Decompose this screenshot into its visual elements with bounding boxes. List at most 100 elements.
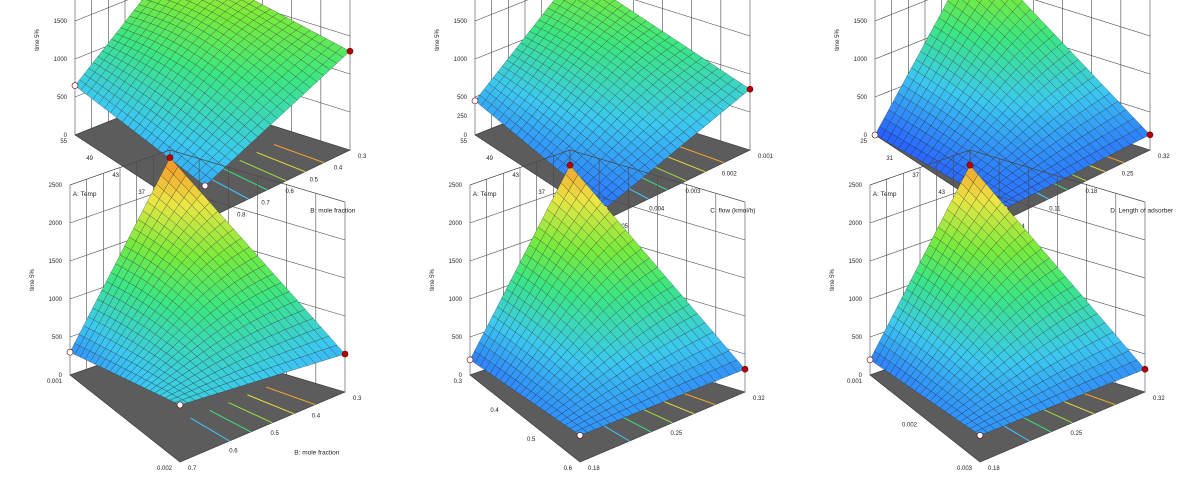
z-axis-label: time 5% bbox=[835, 29, 841, 51]
y-tick-label: 0.3 bbox=[358, 154, 367, 160]
x-tick-label: 37 bbox=[138, 190, 145, 196]
design-point bbox=[576, 432, 584, 439]
y-tick-label: 0.25 bbox=[1071, 431, 1083, 437]
response-surface bbox=[869, 164, 1146, 436]
surface-panel-6: 0 500 1000 1500 2000 2500 time 5% 0.001 0.002 0.0… bbox=[830, 149, 1165, 472]
y-tick-label: 0.4 bbox=[312, 414, 321, 420]
design-point bbox=[1141, 365, 1149, 373]
contour-line bbox=[239, 159, 287, 182]
z-tick-label: 2500 bbox=[49, 183, 63, 189]
x-tick-label: 0.002 bbox=[157, 466, 173, 472]
floor-contours bbox=[205, 144, 325, 200]
surface-panel-2: 02505001000150020002500time 5%5549433731… bbox=[435, 0, 774, 255]
y-tick-label: 0.6 bbox=[286, 189, 295, 195]
x-tick-label: 37 bbox=[912, 173, 919, 179]
z-tick-label: 1500 bbox=[449, 259, 463, 265]
x-tick-label: 43 bbox=[112, 173, 119, 179]
response-surface bbox=[74, 0, 351, 187]
z-tick-label: 1500 bbox=[454, 19, 468, 25]
y-tick-label: 0.25 bbox=[1122, 172, 1134, 178]
y-axis-label: B: mole fraction bbox=[294, 450, 340, 457]
right-wall bbox=[974, 0, 1151, 150]
x-tick-label: 0.5 bbox=[527, 437, 536, 443]
design-point bbox=[741, 365, 749, 373]
y-axis-label: C: flow (kmol/h) bbox=[710, 208, 755, 215]
z-tick-label: 0 bbox=[59, 373, 63, 379]
z-tick-label: 1000 bbox=[54, 57, 68, 63]
surface-panel-5: 0 500 1000 1500 2000 2500 time 5% 0.3 0.4 0.5 0.6 0… bbox=[430, 149, 765, 472]
response-surface bbox=[69, 157, 346, 406]
y-tick-label: 0.5 bbox=[271, 431, 280, 437]
x-axis-label: A: Temp bbox=[473, 191, 497, 198]
surface-cell bbox=[975, 0, 982, 4]
z-tick-label: 500 bbox=[857, 95, 868, 101]
y-tick-label: 0.11 bbox=[1049, 207, 1061, 213]
z-tick-label: 2500 bbox=[449, 183, 463, 189]
z-tick-label: 1000 bbox=[454, 57, 468, 63]
x-tick-label: 0.001 bbox=[847, 379, 863, 385]
contour-line bbox=[222, 167, 268, 191]
z-tick-label: 500 bbox=[452, 335, 463, 341]
design-point bbox=[966, 161, 974, 169]
contour-line bbox=[190, 417, 230, 442]
response-surface bbox=[469, 164, 746, 436]
z-axis-label: time 5% bbox=[30, 269, 36, 291]
z-tick-label: 2000 bbox=[49, 221, 63, 227]
x-tick-label: 55 bbox=[460, 139, 467, 145]
x-tick-label: 0.3 bbox=[454, 379, 463, 385]
x-tick-label: 0.4 bbox=[490, 408, 499, 414]
contour-line bbox=[205, 175, 249, 200]
y-tick-label: 0.3 bbox=[353, 396, 362, 402]
x-tick-label: 25 bbox=[860, 139, 867, 145]
wall-level-line bbox=[869, 149, 1146, 203]
y-tick-label: 0.002 bbox=[722, 172, 738, 178]
design-point bbox=[346, 47, 354, 55]
right-wall bbox=[574, 0, 751, 150]
z-tick-label: 2000 bbox=[849, 221, 863, 227]
right-wall bbox=[174, 0, 351, 150]
y-tick-label: 0.7 bbox=[188, 466, 197, 472]
response-surface bbox=[474, 0, 751, 209]
y-tick-label: 0.25 bbox=[671, 431, 683, 437]
y-tick-label: 0.4 bbox=[334, 166, 343, 172]
z-tick-label: 500 bbox=[52, 335, 63, 341]
y-tick-label: 0.18 bbox=[1086, 189, 1098, 195]
contour-line bbox=[256, 151, 306, 173]
x-tick-label: 0.002 bbox=[902, 423, 918, 429]
z-axis-label: time 5% bbox=[435, 29, 441, 51]
design-point bbox=[471, 97, 479, 105]
z-tick-label: 1000 bbox=[854, 57, 868, 63]
design-point bbox=[746, 85, 754, 93]
x-tick-label: 43 bbox=[512, 173, 519, 179]
wall-level-line bbox=[874, 0, 1151, 37]
z-tick-label: 2500 bbox=[849, 183, 863, 189]
y-tick-label: 0.7 bbox=[261, 201, 270, 207]
z-tick-label: 1500 bbox=[854, 19, 868, 25]
wall-level-line bbox=[474, 0, 751, 37]
x-tick-label: 0.003 bbox=[957, 466, 973, 472]
z-tick-label: 1500 bbox=[849, 259, 863, 265]
design-point bbox=[871, 131, 879, 139]
y-tick-label: 0.003 bbox=[686, 189, 702, 195]
z-axis-label: time 5% bbox=[35, 29, 41, 51]
z-tick-label: 500 bbox=[57, 95, 68, 101]
design-point bbox=[176, 401, 184, 409]
y-tick-label: 0.001 bbox=[758, 154, 774, 160]
response-surface bbox=[874, 0, 1151, 209]
z-axis-label: time 5% bbox=[830, 269, 836, 291]
x-tick-label: 49 bbox=[486, 156, 493, 162]
z-tick-label: 0 bbox=[464, 133, 468, 139]
z-tick-label: 1000 bbox=[449, 297, 463, 303]
z-tick-label: 0 bbox=[64, 133, 68, 139]
design-point bbox=[71, 82, 79, 89]
contour-line bbox=[209, 409, 252, 433]
x-tick-label: 49 bbox=[86, 156, 93, 162]
design-point bbox=[66, 348, 74, 356]
design-point bbox=[201, 182, 209, 190]
x-tick-label: 31 bbox=[886, 156, 893, 162]
contour-line bbox=[673, 144, 725, 164]
y-axis-label: D: Length of adsorber bbox=[1110, 208, 1174, 215]
design-point bbox=[166, 154, 174, 161]
